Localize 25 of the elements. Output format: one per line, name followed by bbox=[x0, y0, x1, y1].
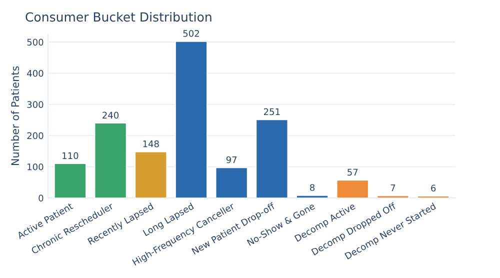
bar bbox=[175, 40, 208, 198]
y-axis-title: Number of Patients bbox=[10, 66, 20, 166]
data-label: 57 bbox=[348, 168, 358, 176]
data-label: 502 bbox=[183, 30, 199, 37]
data-label: 97 bbox=[226, 156, 237, 164]
bar bbox=[336, 180, 369, 198]
data-label: 8 bbox=[310, 184, 315, 191]
data-label: 251 bbox=[264, 108, 280, 116]
y-tick-label: 100 bbox=[28, 163, 44, 170]
y-tick-label: 0 bbox=[38, 194, 44, 202]
bar bbox=[256, 119, 288, 198]
chart-title: Consumer Bucket Distribution bbox=[26, 12, 212, 22]
data-label: 148 bbox=[143, 140, 159, 148]
data-label: 7 bbox=[390, 184, 396, 192]
data-label: 6 bbox=[431, 184, 436, 192]
data-label: 240 bbox=[102, 112, 119, 119]
bar bbox=[134, 151, 168, 198]
bar bbox=[54, 163, 86, 198]
y-tick-label: 300 bbox=[27, 101, 44, 108]
bar bbox=[94, 122, 127, 198]
y-tick-label: 500 bbox=[27, 38, 44, 46]
bar bbox=[215, 167, 248, 198]
y-tick-label: 200 bbox=[27, 132, 44, 140]
y-tick-label: 400 bbox=[27, 70, 44, 77]
data-label: 110 bbox=[62, 152, 78, 160]
